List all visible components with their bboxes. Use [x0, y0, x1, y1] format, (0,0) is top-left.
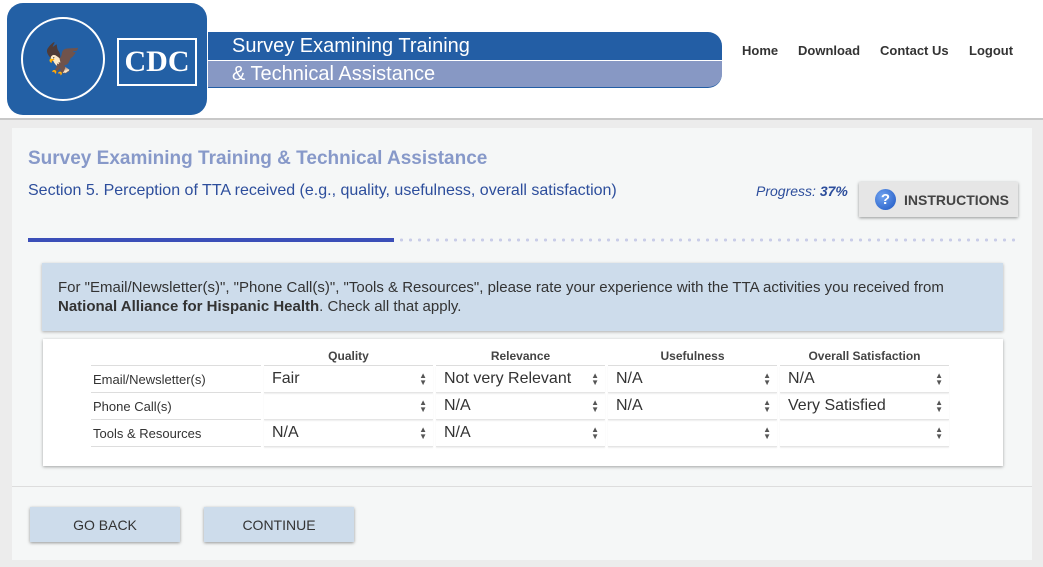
column-header-relevance: Relevance — [436, 347, 605, 366]
row-label: Email/Newsletter(s) — [91, 366, 261, 393]
select-arrows-icon: ▲ ▼ — [419, 425, 427, 441]
select-arrows-icon: ▲ ▼ — [935, 398, 943, 414]
banner-title-line1: Survey Examining Training — [208, 32, 722, 60]
selected-value: N/A — [616, 397, 643, 414]
section-title: Section 5. Perception of TTA received (e… — [28, 182, 617, 199]
select-arrows-icon: ▲ ▼ — [763, 425, 771, 441]
table-row: Email/Newsletter(s) Fair ▲ ▼ Not very Releva… — [91, 366, 949, 393]
nav-home[interactable]: Home — [742, 43, 779, 58]
selected-value: N/A — [616, 370, 643, 387]
progress-bar-fill — [28, 238, 394, 242]
row-label: Phone Call(s) — [91, 393, 261, 420]
footer: GO BACK CONTINUE — [12, 486, 1032, 560]
rating-card: Quality Relevance Usefulness Overall Sat… — [43, 339, 1003, 466]
select-arrows-icon: ▲ ▼ — [591, 398, 599, 414]
select-arrows-icon: ▲ ▼ — [935, 425, 943, 441]
survey-panel: Survey Examining Training & Technical As… — [12, 128, 1032, 560]
progress-value: 37% — [819, 183, 848, 199]
selected-value: Very Satisfied — [788, 397, 886, 414]
select-relevance[interactable]: N/A ▲ ▼ — [436, 393, 605, 420]
select-overall-satisfaction[interactable]: N/A ▲ ▼ — [780, 366, 949, 393]
page-title: Survey Examining Training & Technical As… — [28, 148, 488, 169]
select-overall-satisfaction[interactable]: Very Satisfied ▲ ▼ — [780, 393, 949, 420]
selected-value: N/A — [444, 397, 471, 414]
column-header-usefulness: Usefulness — [608, 347, 777, 366]
select-arrows-icon: ▲ ▼ — [763, 398, 771, 414]
go-back-button[interactable]: GO BACK — [30, 507, 180, 542]
prompt-text-end: . Check all that apply. — [319, 298, 462, 315]
select-arrows-icon: ▲ ▼ — [763, 371, 771, 387]
header: 🦅 CDC Survey Examining Training & Techni… — [0, 0, 1043, 120]
nav-download[interactable]: Download — [798, 43, 861, 58]
hhs-cdc-logo[interactable]: 🦅 CDC — [7, 3, 207, 115]
instructions-label: INSTRUCTIONS — [904, 191, 1009, 208]
banner-title-line2: & Technical Assistance — [208, 61, 722, 88]
select-usefulness[interactable]: N/A ▲ ▼ — [608, 366, 777, 393]
selected-value: N/A — [788, 370, 815, 387]
selected-value: Fair — [272, 370, 300, 387]
select-arrows-icon: ▲ ▼ — [419, 371, 427, 387]
selected-value: N/A — [272, 424, 299, 441]
select-relevance[interactable]: N/A ▲ ▼ — [436, 420, 605, 447]
organization-name: National Alliance for Hispanic Health — [58, 298, 320, 315]
header-blank — [91, 347, 261, 366]
cdc-logo-text: CDC — [117, 38, 197, 86]
select-arrows-icon: ▲ ▼ — [591, 371, 599, 387]
prompt-text: For "Email/Newsletter(s)", "Phone Call(s… — [58, 279, 944, 296]
progress-label: Progress: — [756, 183, 816, 199]
select-arrows-icon: ▲ ▼ — [591, 425, 599, 441]
row-label: Tools & Resources — [91, 420, 261, 447]
column-header-quality: Quality — [264, 347, 433, 366]
question-prompt: For "Email/Newsletter(s)", "Phone Call(s… — [42, 263, 1003, 331]
select-arrows-icon: ▲ ▼ — [419, 398, 427, 414]
select-quality[interactable]: ▲ ▼ — [264, 393, 433, 420]
select-usefulness[interactable]: N/A ▲ ▼ — [608, 393, 777, 420]
table-row: Tools & Resources N/A ▲ ▼ N/A ▲ ▼ ▲ ▼ ▲ ▼ — [91, 420, 949, 447]
continue-button[interactable]: CONTINUE — [204, 507, 354, 542]
select-relevance[interactable]: Not very Relevant ▲ ▼ — [436, 366, 605, 393]
nav-logout[interactable]: Logout — [969, 43, 1014, 58]
instructions-button[interactable]: ? INSTRUCTIONS — [859, 182, 1018, 217]
select-usefulness[interactable]: ▲ ▼ — [608, 420, 777, 447]
hhs-seal-icon: 🦅 — [21, 17, 105, 101]
progress-bar — [28, 238, 1017, 242]
nav-contact-us[interactable]: Contact Us — [880, 43, 949, 58]
rating-table: Quality Relevance Usefulness Overall Sat… — [88, 347, 952, 447]
select-quality[interactable]: Fair ▲ ▼ — [264, 366, 433, 393]
select-arrows-icon: ▲ ▼ — [935, 371, 943, 387]
column-header-overall-satisfaction: Overall Satisfaction — [780, 347, 949, 366]
select-quality[interactable]: N/A ▲ ▼ — [264, 420, 433, 447]
select-overall-satisfaction[interactable]: ▲ ▼ — [780, 420, 949, 447]
help-icon: ? — [875, 189, 896, 210]
selected-value: N/A — [444, 424, 471, 441]
progress-text: Progress: 37% — [756, 183, 848, 199]
selected-value: Not very Relevant — [444, 370, 572, 387]
table-row: Phone Call(s) ▲ ▼ N/A ▲ ▼ N/A ▲ ▼ Very Satisfied ▲… — [91, 393, 949, 420]
